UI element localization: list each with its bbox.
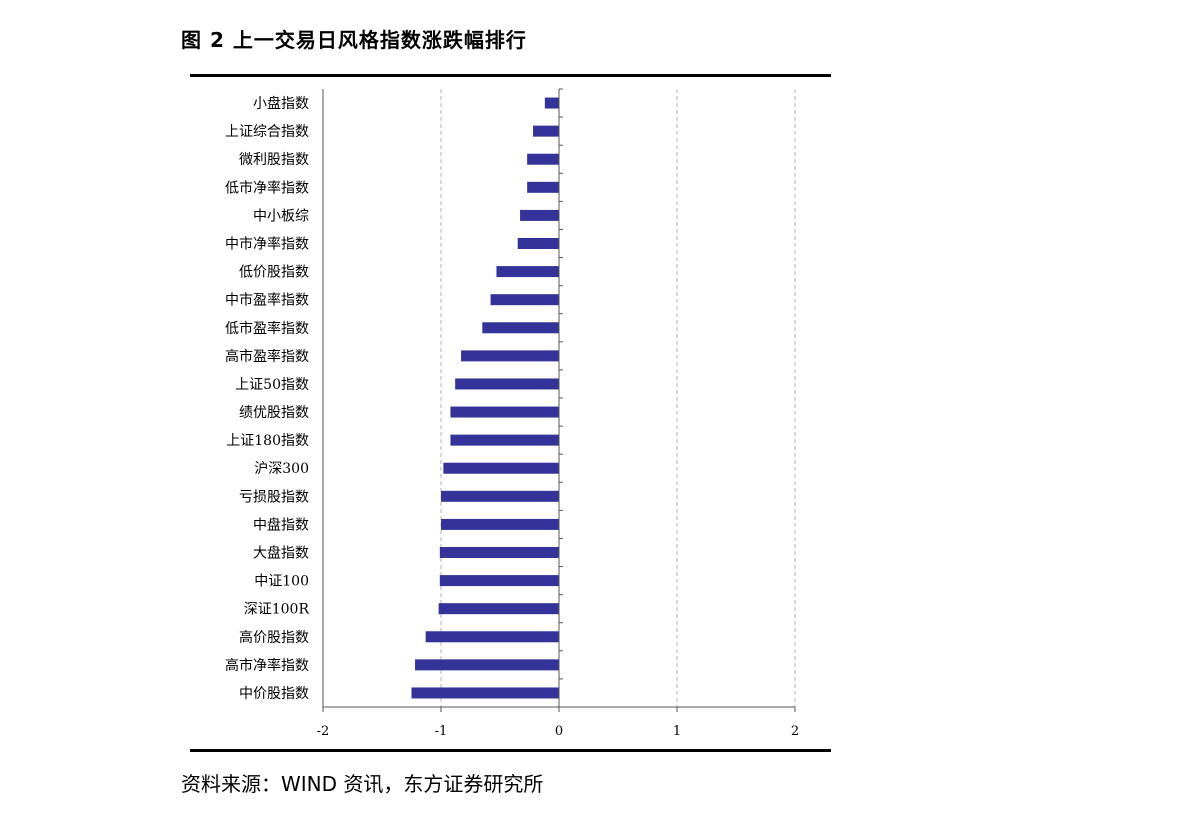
category-label-20: 高市净率指数	[225, 657, 309, 674]
bars	[412, 98, 560, 699]
x-ticks: -2 -1 0 1 2	[317, 707, 799, 739]
category-label-9: 高市盈率指数	[225, 348, 309, 365]
bar-17	[440, 575, 559, 586]
bar-18	[439, 603, 559, 614]
category-label-14: 亏损股指数	[239, 489, 309, 505]
category-label-4: 中小板综	[253, 208, 309, 224]
bar-13	[443, 463, 559, 474]
x-tick-label-3: 1	[673, 724, 681, 739]
bar-20	[415, 659, 559, 670]
category-label-1: 上证综合指数	[225, 124, 309, 140]
bottom-rule	[190, 749, 831, 752]
x-tick-label-0: -2	[317, 724, 330, 739]
category-label-6: 低价股指数	[239, 265, 309, 281]
category-label-13: 沪深300	[254, 461, 309, 477]
bar-19	[426, 631, 559, 642]
category-label-16: 大盘指数	[253, 545, 309, 562]
bar-0	[545, 98, 559, 109]
bar-15	[441, 519, 559, 530]
source-note: 资料来源：WIND 资讯，东方证券研究所	[181, 768, 543, 797]
axes	[323, 89, 795, 707]
bar-6	[496, 266, 559, 277]
category-label-12: 上证180指数	[226, 433, 309, 449]
bar-10	[455, 378, 559, 389]
bar-11	[450, 407, 559, 418]
category-label-7: 中市盈率指数	[225, 292, 309, 309]
bar-9	[461, 350, 559, 361]
bar-4	[520, 210, 559, 221]
category-label-3: 低市净率指数	[225, 179, 309, 196]
bar-14	[441, 491, 559, 502]
category-label-19: 高价股指数	[239, 629, 309, 646]
category-label-5: 中市净率指数	[225, 236, 309, 253]
bar-2	[527, 154, 559, 165]
category-label-2: 微利股指数	[239, 152, 309, 168]
x-tick-label-1: -1	[435, 724, 448, 739]
category-labels: 小盘指数上证综合指数微利股指数低市净率指数中小板综中市净率指数低价股指数中市盈率…	[225, 95, 309, 702]
x-tick-label-4: 2	[791, 724, 799, 739]
bar-1	[533, 126, 559, 137]
bar-8	[482, 322, 559, 333]
category-label-21: 中价股指数	[239, 686, 309, 702]
bar-16	[440, 547, 559, 558]
bar-3	[527, 182, 559, 193]
category-label-17: 中证100	[254, 574, 309, 590]
bar-7	[491, 294, 559, 305]
grid-lines	[441, 89, 795, 707]
category-label-15: 中盘指数	[253, 516, 309, 533]
category-label-18: 深证100R	[244, 602, 310, 618]
bar-21	[412, 687, 560, 698]
category-label-8: 低市盈率指数	[225, 320, 309, 337]
bar-12	[450, 435, 559, 446]
category-label-10: 上证50指数	[235, 377, 309, 393]
bar-5	[518, 238, 559, 249]
category-label-0: 小盘指数	[253, 95, 309, 112]
x-tick-label-2: 0	[555, 724, 563, 739]
category-label-11: 绩优股指数	[239, 405, 309, 421]
